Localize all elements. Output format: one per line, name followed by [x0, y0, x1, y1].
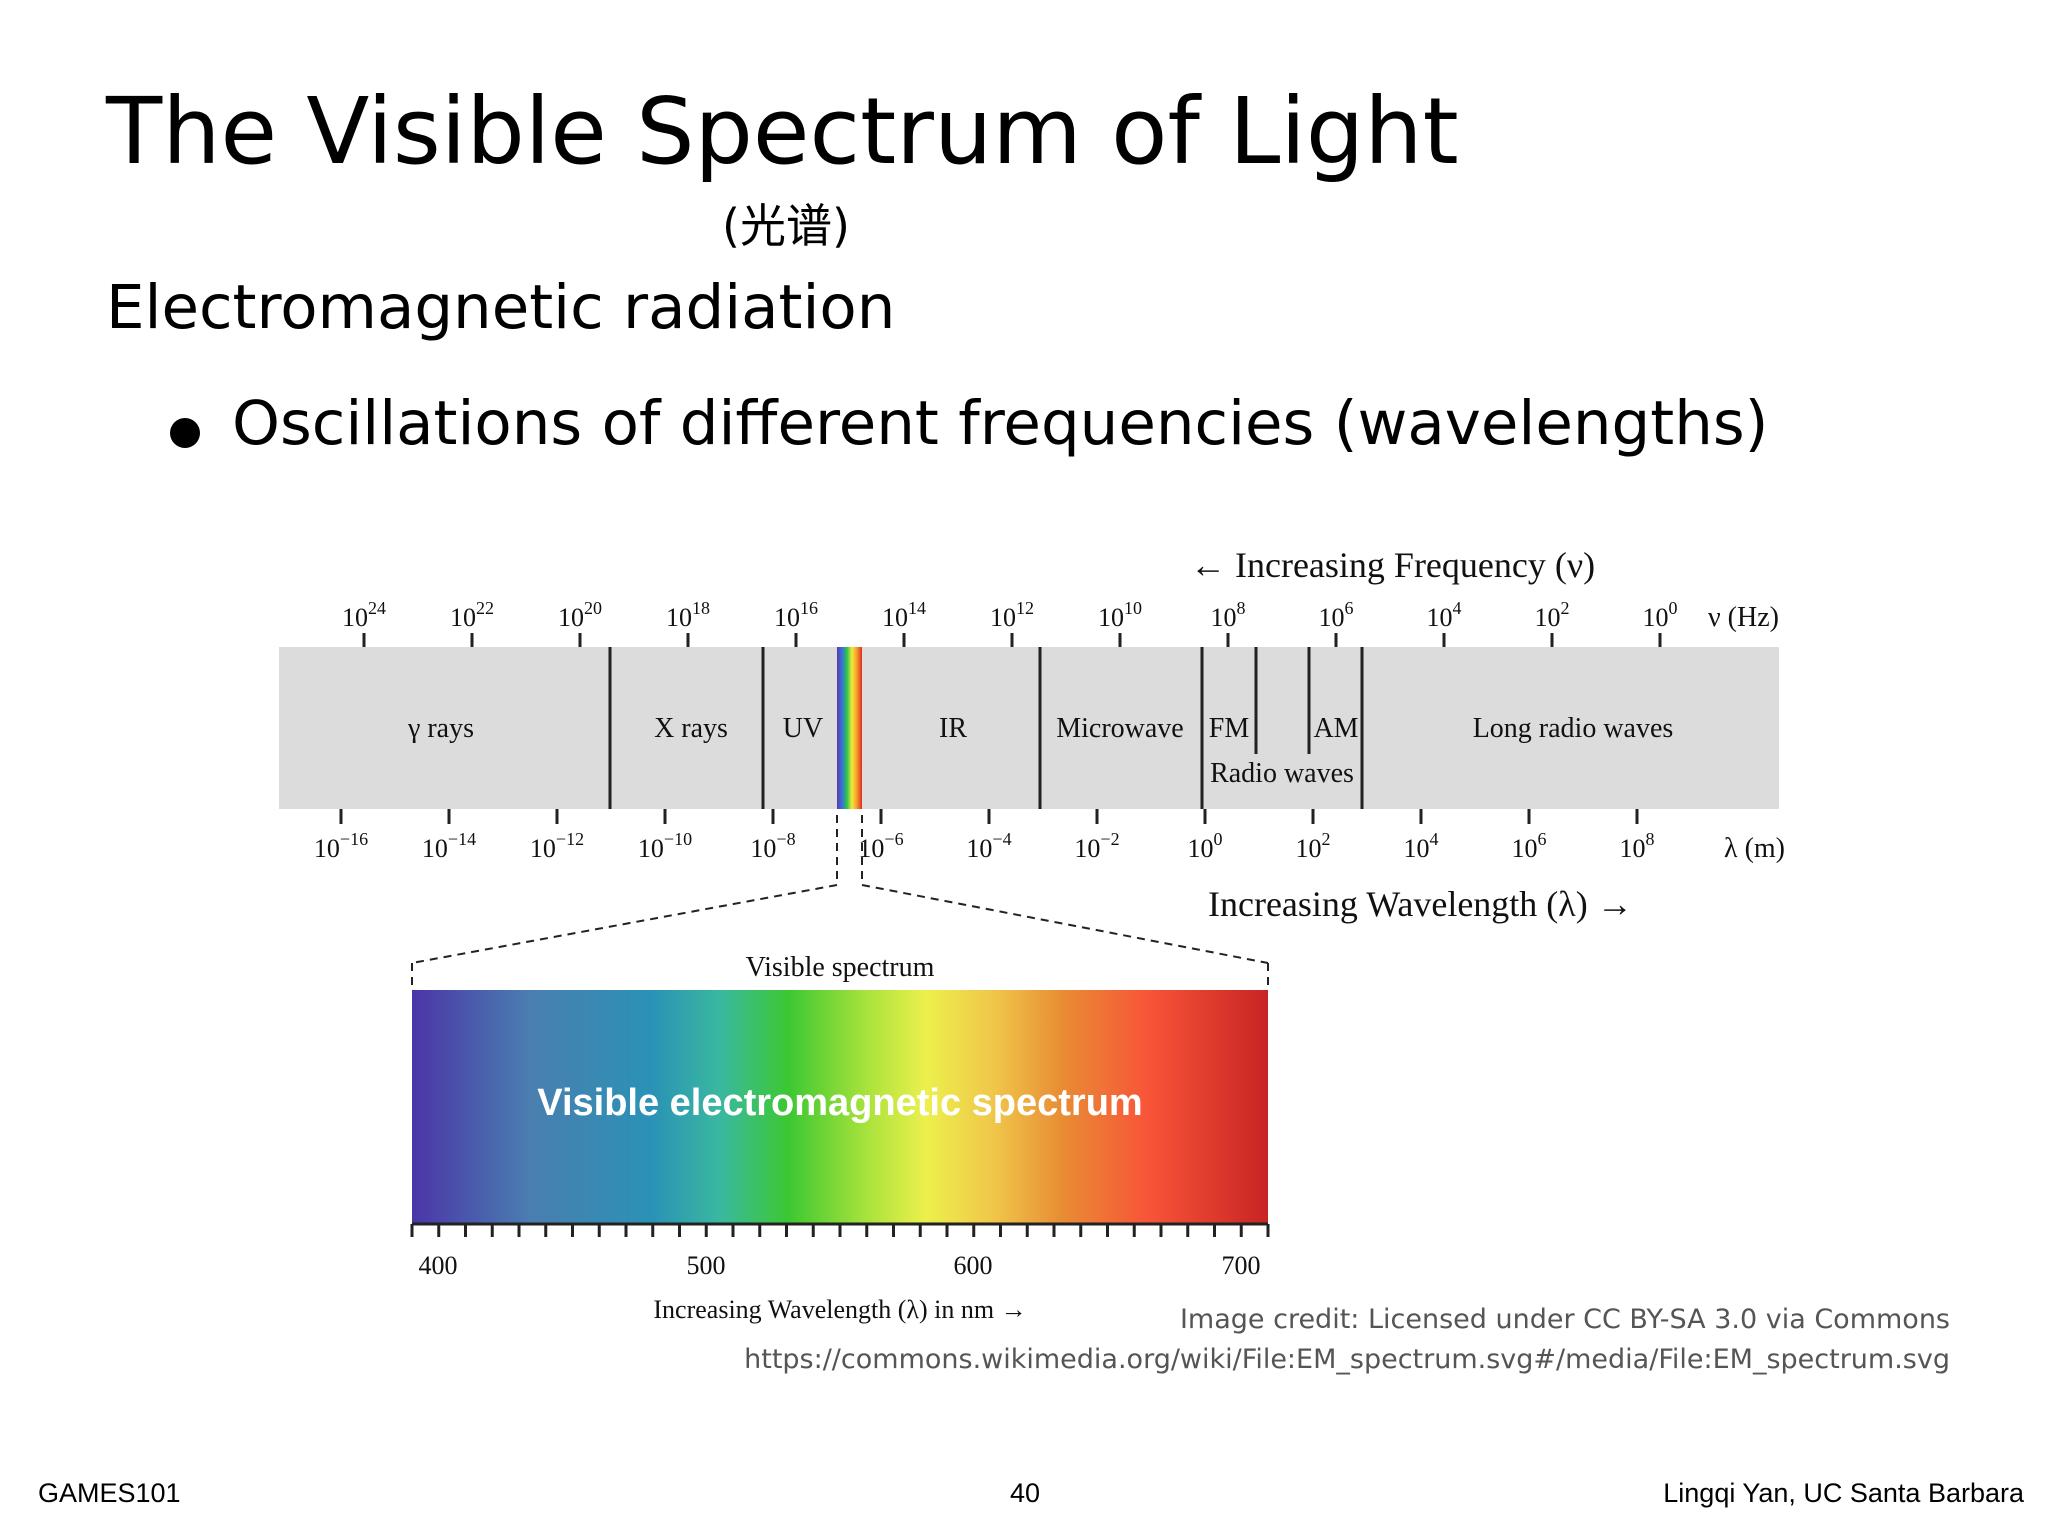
frequency-tick-label: 1014	[882, 598, 926, 632]
bullet-dot-icon	[170, 418, 200, 448]
frequency-tick-label: 104	[1427, 598, 1462, 632]
wavelength-tick-label: 106	[1512, 829, 1547, 863]
wavelength-tick-label: 10−6	[858, 829, 903, 863]
wavelength-tick-label: 10−2	[1074, 829, 1119, 863]
frequency-tick-label: 1010	[1098, 598, 1142, 632]
frequency-ticks: 1024 1022 1020 1018 1016 1014 1012 1010 108 106 10…	[342, 598, 1678, 647]
frequency-tick-label: 1016	[774, 598, 818, 632]
slide-title: The Visible Spectrum of Light	[106, 78, 1459, 185]
nm-tick-label-700: 700	[1222, 1251, 1261, 1280]
wavelength-unit-label: λ (m)	[1724, 833, 1785, 864]
wavelength-tick-label: 102	[1296, 829, 1331, 863]
frequency-tick-label: 1012	[990, 598, 1034, 632]
footer-author: Lingqi Yan, UC Santa Barbara	[1663, 1478, 2024, 1508]
wavelength-tick-label: 10−4	[966, 829, 1011, 863]
wavelength-tick-label: 10−12	[530, 829, 584, 863]
nm-axis-label: Increasing Wavelength (λ) in nm →	[653, 1295, 1026, 1324]
band-label-gamma: γ rays	[407, 713, 474, 744]
frequency-unit-label: ν (Hz)	[1708, 602, 1779, 633]
frequency-tick-label: 102	[1535, 598, 1570, 632]
image-credit-url[interactable]: https://commons.wikimedia.org/wiki/File:…	[744, 1344, 1950, 1375]
wavelength-tick-label: 100	[1188, 829, 1223, 863]
visible-strip	[837, 647, 862, 809]
frequency-tick-label: 106	[1319, 598, 1354, 632]
slide-subtitle-chinese: (光谱)	[722, 199, 850, 253]
spectrum-band	[279, 647, 1779, 809]
frequency-tick-label: 1018	[666, 598, 710, 632]
band-label-xray: X rays	[654, 713, 728, 744]
nm-tick-label-600: 600	[954, 1251, 993, 1280]
frequency-tick-label: 108	[1211, 598, 1246, 632]
wavelength-tick-label: 10−10	[638, 829, 692, 863]
image-credit: Image credit: Licensed under CC BY-SA 3.…	[744, 1300, 1950, 1380]
zoom-line-left-diagonal	[411, 884, 838, 964]
wavelength-tick-label: 10−8	[750, 829, 795, 863]
band-label-am: AM	[1313, 713, 1358, 744]
visible-spectrum-gradient	[412, 990, 1268, 1224]
section-heading: Electromagnetic radiation	[106, 272, 896, 343]
frequency-tick-label: 1022	[450, 598, 494, 632]
visible-spectrum-overlay: Visible electromagnetic spectrum	[537, 1082, 1142, 1124]
frequency-tick-label: 100	[1643, 598, 1678, 632]
wavelength-tick-label: 104	[1404, 829, 1439, 863]
bullet-text: Oscillations of different frequencies (w…	[232, 388, 1769, 459]
band-label-fm: FM	[1209, 713, 1250, 744]
band-label-long-radio: Long radio waves	[1473, 713, 1674, 744]
wavelength-tick-label: 10−16	[314, 829, 368, 863]
image-credit-line: Image credit: Licensed under CC BY-SA 3.…	[1179, 1304, 1950, 1335]
band-label-radio: Radio waves	[1210, 758, 1354, 789]
wavelength-tick-label: 108	[1620, 829, 1655, 863]
band-label-uv: UV	[783, 713, 823, 744]
band-label-ir: IR	[939, 713, 967, 744]
visible-spectrum-title: Visible spectrum	[746, 952, 935, 983]
frequency-arrow-label: ← Increasing Frequency (ν)	[1190, 545, 1595, 585]
frequency-tick-label: 1020	[558, 598, 602, 632]
frequency-tick-label: 1024	[342, 598, 386, 632]
nm-tick-label-400: 400	[419, 1251, 458, 1280]
wavelength-tick-label: 10−14	[422, 829, 476, 863]
footer-page-number: 40	[1010, 1478, 1041, 1508]
band-label-microwave: Microwave	[1056, 713, 1184, 744]
nm-tick-label-500: 500	[687, 1251, 726, 1280]
footer-course: GAMES101	[38, 1478, 181, 1508]
wavelength-ticks: 10−16 10−14 10−12 10−10 10−8 10−6 10−4 10−2 100 1…	[314, 809, 1655, 863]
wavelength-arrow-label: Increasing Wavelength (λ) →	[1208, 884, 1633, 924]
nm-ruler	[410, 1222, 1270, 1237]
